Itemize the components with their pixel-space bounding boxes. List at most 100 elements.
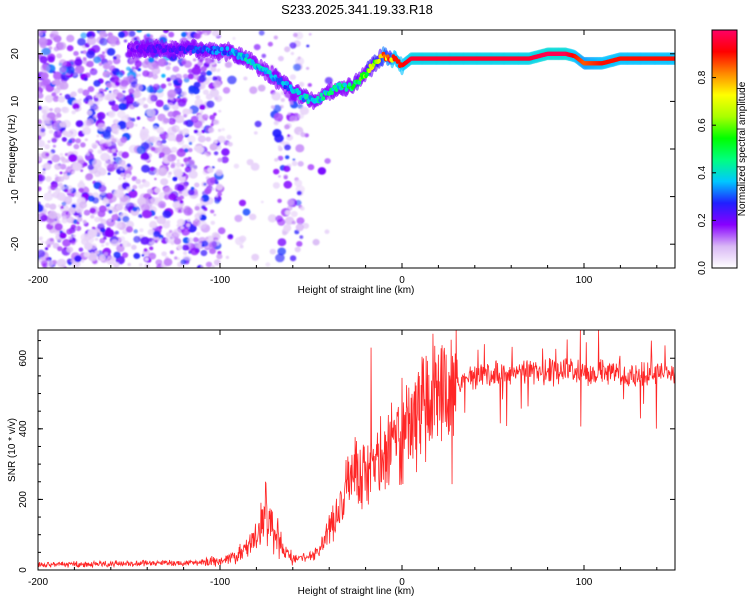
noise-blob [115,203,124,211]
noise-blob [290,51,295,56]
noise-blob [254,120,262,128]
noise-blob [138,73,141,77]
noise-blob [213,213,217,217]
noise-blob [131,117,136,122]
noise-blob [106,256,116,265]
noise-blob [66,196,73,202]
noise-blob [86,110,93,116]
noise-blob [54,116,58,120]
noise-blob [307,164,315,171]
ridge-core [139,49,143,54]
noise-blob [113,262,120,268]
noise-blob [97,123,107,132]
noise-blob [187,189,195,196]
noise-blob [132,184,138,190]
noise-blob [131,66,136,70]
snr-axes: -200 -100 0 100 0 200 400 600 [18,330,675,588]
noise-blob [105,192,114,200]
noise-blob [68,153,78,163]
colorbar-tick-label: 0.2 [697,213,708,227]
noise-blob [45,117,53,125]
noise-blob [68,235,73,240]
noise-blob [204,32,208,36]
noise-blob [188,170,198,179]
noise-blob [70,91,77,98]
noise-blob [205,261,213,268]
noise-blob [107,172,111,175]
noise-blob [74,58,83,67]
noise-blob [87,164,95,171]
noise-blob [38,105,43,111]
noise-blob [102,198,110,205]
noise-blob [267,214,277,223]
noise-blob [253,44,261,51]
snr-xtick-label: -100 [210,577,230,588]
noise-blob [58,59,67,67]
noise-blob [214,198,220,204]
noise-blob [45,176,52,182]
noise-blob [83,77,88,81]
noise-blob [169,250,174,255]
heatmap-ytick-label: -10 [10,189,21,204]
noise-blob [265,262,271,267]
noise-blob [165,65,171,71]
noise-blob [156,126,165,134]
noise-blob [295,57,305,66]
noise-blob [167,174,171,178]
noise-blob [38,139,46,148]
noise-blob [199,59,203,63]
noise-blob [284,124,290,130]
snr-frame [37,329,676,571]
noise-blob [181,60,186,65]
noise-blob [296,190,302,196]
ridge-core [377,58,381,64]
noise-blob [115,149,119,153]
noise-blob [135,83,143,92]
noise-blob [209,143,218,151]
noise-blob [212,188,215,191]
ridge-core [352,83,356,88]
noise-blob [187,68,193,74]
noise-blob [61,106,67,112]
noise-blob [174,73,183,81]
noise-blob [76,221,80,225]
noise-blob [159,237,163,241]
noise-blob [227,75,237,85]
noise-blob [82,57,87,61]
noise-blob [205,136,211,142]
noise-blob [233,163,240,169]
snr-ytick-label: 200 [18,491,29,508]
noise-blob [269,248,276,255]
noise-blob [283,180,293,189]
noise-blob [158,152,165,158]
noise-blob [176,126,180,130]
snr-ytick-label: 400 [18,420,29,437]
noise-blob [46,244,51,248]
noise-blob [40,72,49,80]
noise-blob [284,144,291,151]
heatmap-cells [38,30,675,268]
noise-blob [277,247,287,256]
noise-blob [45,240,50,245]
noise-blob [170,146,178,153]
noise-blob [102,62,111,70]
noise-blob [41,171,46,175]
noise-blob [289,74,296,80]
noise-blob [128,189,138,198]
ridge-core [365,71,369,77]
noise-blob [277,55,284,62]
noise-blob [77,216,83,222]
noise-blob [194,145,200,152]
noise-blob [273,168,280,175]
noise-blob [100,93,105,97]
noise-blob [184,166,192,173]
noise-blob [56,53,63,59]
noise-blob [161,139,167,144]
noise-blob [168,229,173,234]
noise-blob [134,60,143,68]
colorbar-label: Normalized spectral amplitude [737,81,748,216]
noise-blob [56,258,67,268]
noise-blob [123,177,126,180]
heatmap-xtick-label: -100 [210,275,230,286]
